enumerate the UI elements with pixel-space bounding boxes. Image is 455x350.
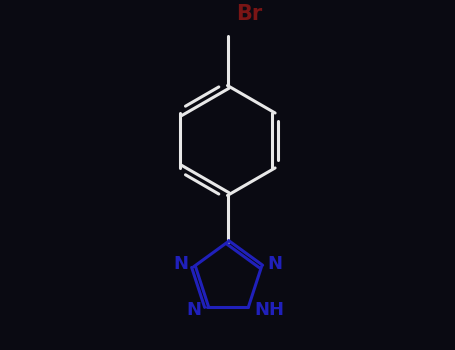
Text: NH: NH [254,301,284,318]
Text: N: N [186,301,201,318]
Text: N: N [173,255,188,273]
Text: Br: Br [236,4,262,24]
Text: N: N [267,255,282,273]
